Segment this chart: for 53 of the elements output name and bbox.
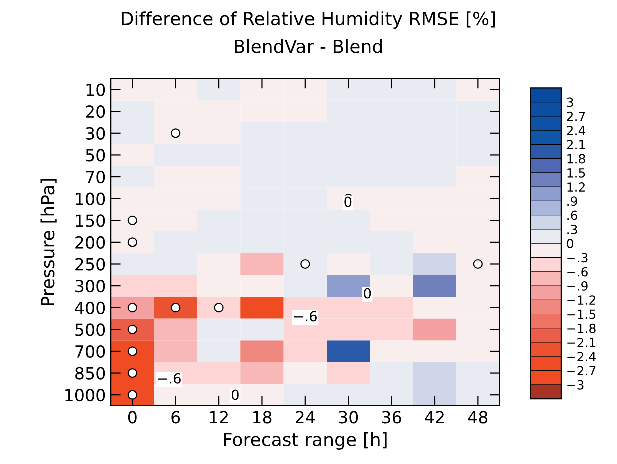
- y-tick-label: 250: [76, 258, 106, 271]
- x-tick-label: 18: [253, 411, 272, 424]
- color-bar-label: −2.1: [568, 338, 596, 348]
- color-bar-label: 2.4: [567, 126, 586, 136]
- y-tick-label: 850: [76, 367, 106, 380]
- color-bar-label: −1.2: [568, 296, 596, 305]
- x-tick-label: 0: [128, 411, 137, 424]
- color-bar-label: 0: [567, 239, 574, 249]
- color-bar-label: −.6: [568, 267, 588, 277]
- annotation: 0: [232, 390, 239, 400]
- color-bar-label: .6: [568, 210, 578, 220]
- y-tick-label: 700: [76, 345, 106, 358]
- color-bar-label: −1.8: [568, 324, 596, 334]
- y-tick-label: 20: [86, 106, 106, 118]
- color-bar-label: −2.4: [568, 352, 596, 362]
- y-axis-title: Pressure [hPa]: [40, 179, 57, 306]
- y-tick-label: 70: [86, 170, 106, 184]
- y-tick-label: 1000: [66, 389, 106, 402]
- annotation: −.6: [294, 311, 317, 322]
- y-tick-label: 400: [75, 302, 106, 314]
- chart-subtitle: BlendVar - Blend: [235, 39, 382, 54]
- x-tick-label: 6: [172, 411, 180, 424]
- color-bar-label: .3: [568, 224, 578, 234]
- y-tick-label: 300: [76, 280, 106, 293]
- y-tick-label: 500: [76, 324, 106, 336]
- y-tick-label: 30: [86, 127, 106, 140]
- color-bar-label: −.3: [568, 253, 588, 263]
- y-tick-label: 200: [76, 236, 106, 250]
- color-bar-label: −1.5: [568, 310, 596, 320]
- y-tick-label: 150: [76, 214, 106, 228]
- x-axis-title: Forecast range [h]: [224, 432, 387, 450]
- color-bar-label: 3: [567, 98, 574, 108]
- color-bar-label: .9: [568, 196, 578, 206]
- x-tick-label: 48: [468, 411, 488, 424]
- x-tick-label: 36: [382, 411, 402, 424]
- y-tick-label: 10: [86, 84, 106, 96]
- color-bar-label: −2.7: [568, 366, 596, 376]
- color-bar-label: 1.2: [568, 182, 585, 192]
- x-tick-label: 30: [339, 411, 358, 424]
- annotation: −.6: [158, 373, 181, 384]
- color-bar-label: 2.7: [567, 112, 586, 122]
- y-tick-label: 100: [76, 192, 106, 206]
- color-bar-label: 2.1: [567, 140, 586, 150]
- annotation: 0: [364, 288, 372, 299]
- y-tick-label: 50: [86, 149, 106, 162]
- color-bar-label: −3: [568, 380, 584, 390]
- color-bar-label: −.9: [568, 281, 588, 291]
- x-tick-label: 24: [296, 411, 316, 424]
- color-bar-label: 1.8: [568, 154, 586, 164]
- x-tick-label: 12: [210, 411, 228, 424]
- chart-title: Difference of Relative Humidity RMSE [%]: [122, 12, 496, 30]
- color-bar-label: 1.5: [568, 168, 586, 178]
- x-tick-label: 42: [425, 411, 444, 424]
